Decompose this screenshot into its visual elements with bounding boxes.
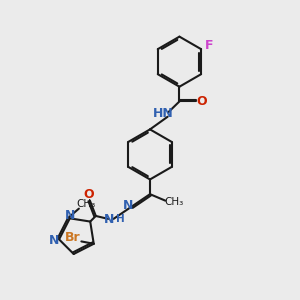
Text: N: N: [65, 208, 76, 222]
Text: Br: Br: [65, 231, 81, 244]
Text: HN: HN: [153, 107, 174, 120]
Text: CH₃: CH₃: [164, 197, 184, 207]
Text: F: F: [205, 39, 214, 52]
Text: N: N: [49, 234, 59, 247]
Text: N: N: [104, 213, 114, 226]
Text: O: O: [197, 95, 207, 108]
Text: H: H: [116, 214, 124, 224]
Text: N: N: [122, 199, 133, 212]
Text: CH₃: CH₃: [76, 200, 95, 209]
Text: O: O: [83, 188, 94, 201]
